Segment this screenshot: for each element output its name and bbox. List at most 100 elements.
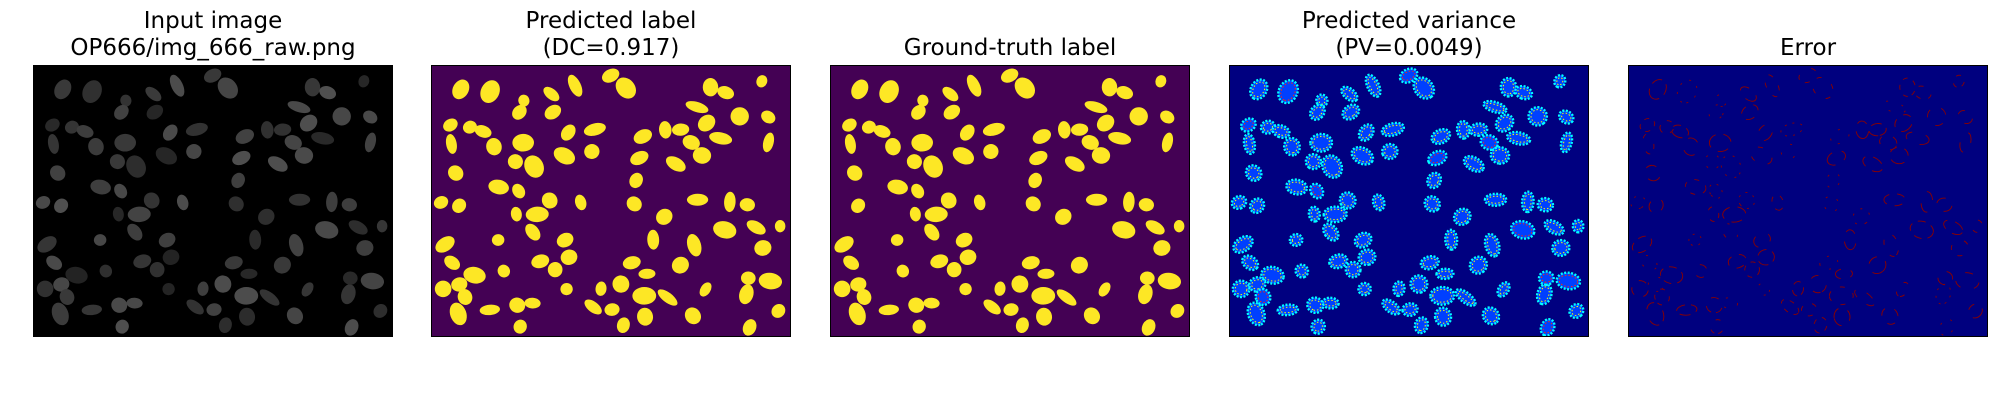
nucleus-blob [1809,274,1827,294]
variance-ring [1561,112,1572,122]
nucleus-blob [228,196,244,212]
variance-ring [1430,152,1445,164]
nucleus-blob [1927,106,1947,126]
nucleus-blob [1739,86,1757,102]
nucleus-blob [1419,254,1440,271]
nucleus-blob [1882,100,1906,114]
variance-ring [1343,88,1356,100]
nucleus-blob [615,77,636,99]
nucleus-blob [294,147,314,164]
nucleus-blob [626,196,642,212]
nucleus-blob [1676,304,1698,316]
nucleus-blob [1862,155,1884,173]
nucleus-blob [1015,317,1029,334]
variance-ring [1252,81,1266,98]
nucleus-blob [82,80,102,103]
nucleus-blob [560,124,576,141]
nucleus-blob [1435,267,1455,281]
nucleus-blob [525,206,549,223]
nucleus-blob [214,275,232,293]
nucleus-blob [109,154,125,170]
nucleus-blob [364,132,377,153]
nucleus-blob [1112,221,1136,239]
nucleus-blob [1671,124,1689,139]
nucleus-blob [480,80,500,103]
nucleus-blob [923,155,943,178]
title-line-2: Error [1779,35,1837,61]
nucleus-blob [1129,107,1148,126]
nucleus-blob [885,137,901,156]
nucleus-blob [1003,303,1019,316]
variance-ring [1324,299,1337,307]
nucleus-blob [761,110,776,124]
nucleus-blob [1139,271,1155,285]
nucleus-blob [1568,302,1585,320]
nucleus-blob [1058,121,1071,139]
nucleus-blob [54,79,72,100]
nucleus-blob [583,122,606,136]
nucleus-blob [435,236,455,253]
nucleus-blob [584,144,600,159]
nucleus-blob [553,147,576,165]
variance-ring [1262,122,1273,132]
nucleus-blob [740,271,756,285]
nucleus-blob [1081,135,1099,150]
nucleus-blob [657,289,678,306]
nucleus-blob [114,133,137,152]
nucleus-blob [1682,137,1700,156]
nucleus-blob [1955,272,1980,290]
nucleus-blob [451,277,468,292]
nucleus-blob [616,317,630,334]
nucleus-blob [909,206,921,222]
nucleus-blob [629,172,643,189]
nucleus-blob [488,179,509,195]
nucleus-blob [1340,85,1359,103]
nucleus-blob [50,165,66,181]
panel-title: Error [1628,8,1988,62]
nucleus-blob [1427,149,1448,167]
nucleus-blob [88,137,104,156]
variance-ring [1447,231,1456,248]
nucleus-blob [1896,281,1909,298]
nucleus-blob [952,147,975,165]
nucleus-blob [682,135,700,150]
nucleus-blob [1937,271,1954,286]
nucleus-blob [531,254,550,269]
nucleus-blob [1430,127,1452,146]
nucleus-blob [584,299,602,315]
nucleus-blob [861,120,876,134]
title-line-2: (DC=0.917) [542,35,680,61]
nucleus-blob [462,120,477,134]
nucleus-blob [1155,75,1167,88]
nucleus-blob [622,256,641,270]
nucleus-blob [724,191,736,213]
nucleus-blob [746,220,766,235]
nucleus-blob [1630,195,1646,210]
nucleus-blob [1423,195,1441,213]
nucleus-blob [665,156,686,172]
nucleus-blob [983,299,1001,315]
nucleus-blob [37,236,57,253]
nucleus-blob [856,289,872,305]
predicted-variance-view [1229,65,1589,337]
nucleus-blob [524,297,541,309]
nucleus-blob [1536,196,1555,213]
nucleus-blob [1071,123,1089,136]
nucleus-blob [356,240,374,256]
nucleus-blob [601,68,620,83]
variance-ring [1245,136,1253,152]
nucleus-blob [924,206,948,223]
nucleus-blob [169,74,185,97]
nucleus-blob [1744,261,1760,278]
nucleus-blob [1909,220,1934,240]
nucleus-blob [754,240,772,256]
nucleus-blob [1753,232,1771,248]
panel-predicted-label: Predicted label (DC=0.917) [431,0,791,400]
nucleus-blob [274,123,292,136]
nucleus-blob [955,232,973,248]
variance-ring [1234,282,1248,296]
nucleus-blob [1812,77,1834,100]
nucleus-blob [1000,68,1019,83]
variance-ring [1432,288,1453,303]
variance-ring [1415,79,1433,97]
